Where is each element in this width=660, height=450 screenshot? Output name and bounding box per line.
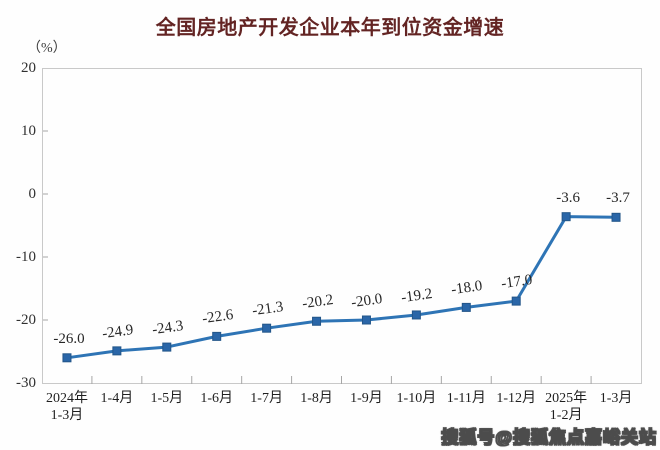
data-point-marker — [561, 212, 571, 222]
x-axis-tick-label: 1-7月 — [250, 391, 283, 406]
x-axis-tick-label: 1-6月 — [200, 391, 234, 406]
data-point-marker — [212, 331, 222, 341]
data-point-marker — [461, 302, 471, 312]
data-point-marker — [361, 315, 371, 325]
y-axis-tick-label: -20 — [16, 312, 36, 328]
data-point-marker — [112, 346, 122, 356]
x-axis-tick-label: 1-11月 — [446, 391, 486, 406]
y-axis-tick-label: 10 — [21, 123, 36, 139]
y-axis-tick-label: -30 — [16, 375, 36, 391]
x-axis-tick-label: 1-3月 — [599, 391, 633, 406]
data-point-label: -26.0 — [53, 330, 85, 347]
x-axis-tick-label: 1-12月 — [496, 391, 537, 406]
x-axis-tick-label: 1-9月 — [350, 391, 383, 406]
data-point-marker — [411, 310, 421, 320]
data-point-marker — [262, 323, 272, 333]
y-axis-tick-label: 20 — [21, 60, 36, 76]
x-axis-tick-label: 1-8月 — [300, 391, 333, 406]
chart-title: 全国房地产开发企业本年到位资金增速 — [155, 17, 505, 39]
y-axis-tick-label: 0 — [28, 186, 37, 202]
data-point-marker — [611, 212, 621, 222]
x-axis-tick-label: 1-5月 — [150, 391, 184, 406]
x-axis-tick-label: 1-10月 — [396, 391, 437, 406]
data-point-label: -3.7 — [606, 190, 630, 207]
watermark: 搜狐号@搜狐焦点嘉峪关站 — [441, 427, 657, 447]
data-line — [66, 215, 617, 360]
y-axis-unit-label: （%） — [27, 41, 67, 56]
data-point-marker — [162, 342, 172, 352]
x-axis-tick-label: 1-4月 — [100, 391, 134, 406]
x-axis-tick-label: 2024年 1-3月 — [45, 391, 88, 423]
x-axis-tick-label: 2025年 1-2月 — [545, 391, 588, 423]
data-point-marker — [312, 316, 322, 326]
data-point-marker — [62, 353, 72, 363]
y-axis-tick-label: -10 — [16, 249, 36, 265]
data-point-marker — [511, 296, 521, 306]
data-point-label: -3.6 — [556, 189, 580, 206]
